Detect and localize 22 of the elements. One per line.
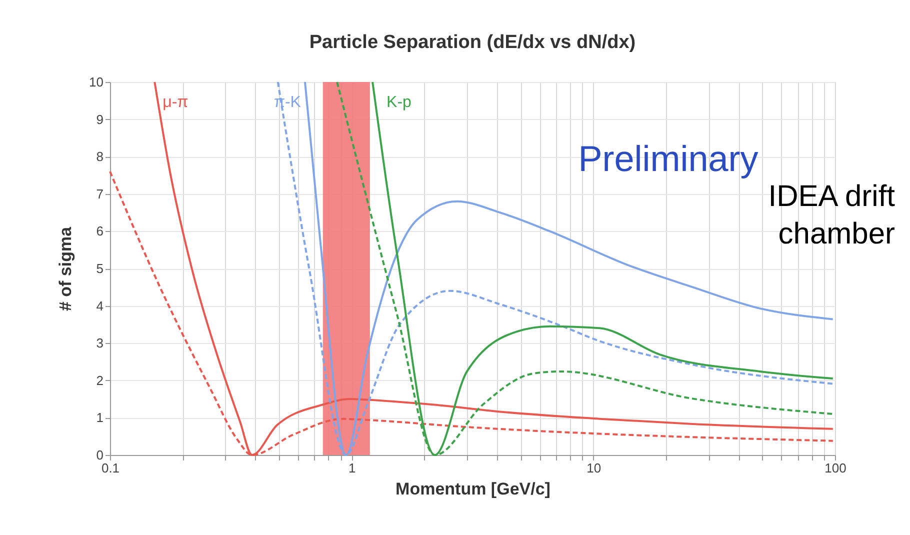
y-tick-label: 7	[96, 186, 104, 202]
x-tick-label: 10	[586, 460, 602, 476]
annotation: Preliminary	[578, 138, 758, 179]
x-axis-title: Momentum [GeV/c]	[396, 480, 550, 498]
x-tick-label: 0.1	[101, 460, 120, 476]
y-tick-label: 3	[96, 336, 104, 351]
y-tick-label: 9	[96, 112, 104, 127]
y-tick-label: 0	[96, 448, 104, 462]
y-tick-label: 6	[96, 224, 104, 239]
y-tick-label: 2	[96, 372, 104, 388]
y-axis-title: # of sigma	[56, 226, 76, 312]
y-tick-label: 5	[96, 261, 104, 276]
y-tick-label: 8	[96, 149, 104, 164]
chart-title: Particle Separation (dE/dx vs dN/dx)	[309, 32, 636, 53]
y-tick-label: 1	[96, 410, 104, 426]
series-label: K-p	[386, 94, 412, 111]
y-tick-label: 10	[89, 74, 104, 90]
y-tick-label: 4	[96, 298, 104, 314]
series-label: μ-π	[162, 94, 188, 111]
x-tick-label: 1	[348, 460, 356, 476]
x-tick-label: 100	[824, 460, 846, 476]
annotation: IDEA drift chamber	[768, 180, 896, 250]
